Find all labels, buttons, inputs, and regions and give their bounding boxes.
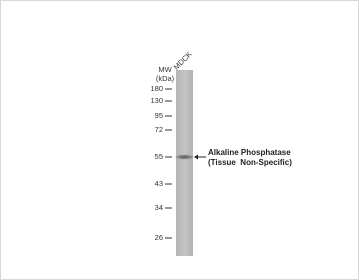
mw-label: MW bbox=[158, 65, 172, 74]
marker-label: 55 bbox=[155, 152, 163, 161]
marker-label: 180 bbox=[150, 84, 163, 93]
lane bbox=[176, 70, 193, 256]
marker-label: 43 bbox=[155, 179, 163, 188]
marker-label: 95 bbox=[155, 111, 163, 120]
marker-label: 72 bbox=[155, 125, 163, 134]
band bbox=[175, 154, 195, 159]
band-label: Alkaline Phosphatase bbox=[208, 148, 291, 157]
marker-label: 130 bbox=[150, 96, 163, 105]
mw-unit: (kDa) bbox=[156, 74, 175, 83]
marker-label: 34 bbox=[155, 203, 163, 212]
marker-label: 26 bbox=[155, 233, 163, 242]
blot-figure: MDCK MW (kDa) Alkaline Phosphatase (Tiss… bbox=[0, 0, 359, 280]
band-label-sub: (Tissue Non-Specific) bbox=[208, 158, 292, 167]
